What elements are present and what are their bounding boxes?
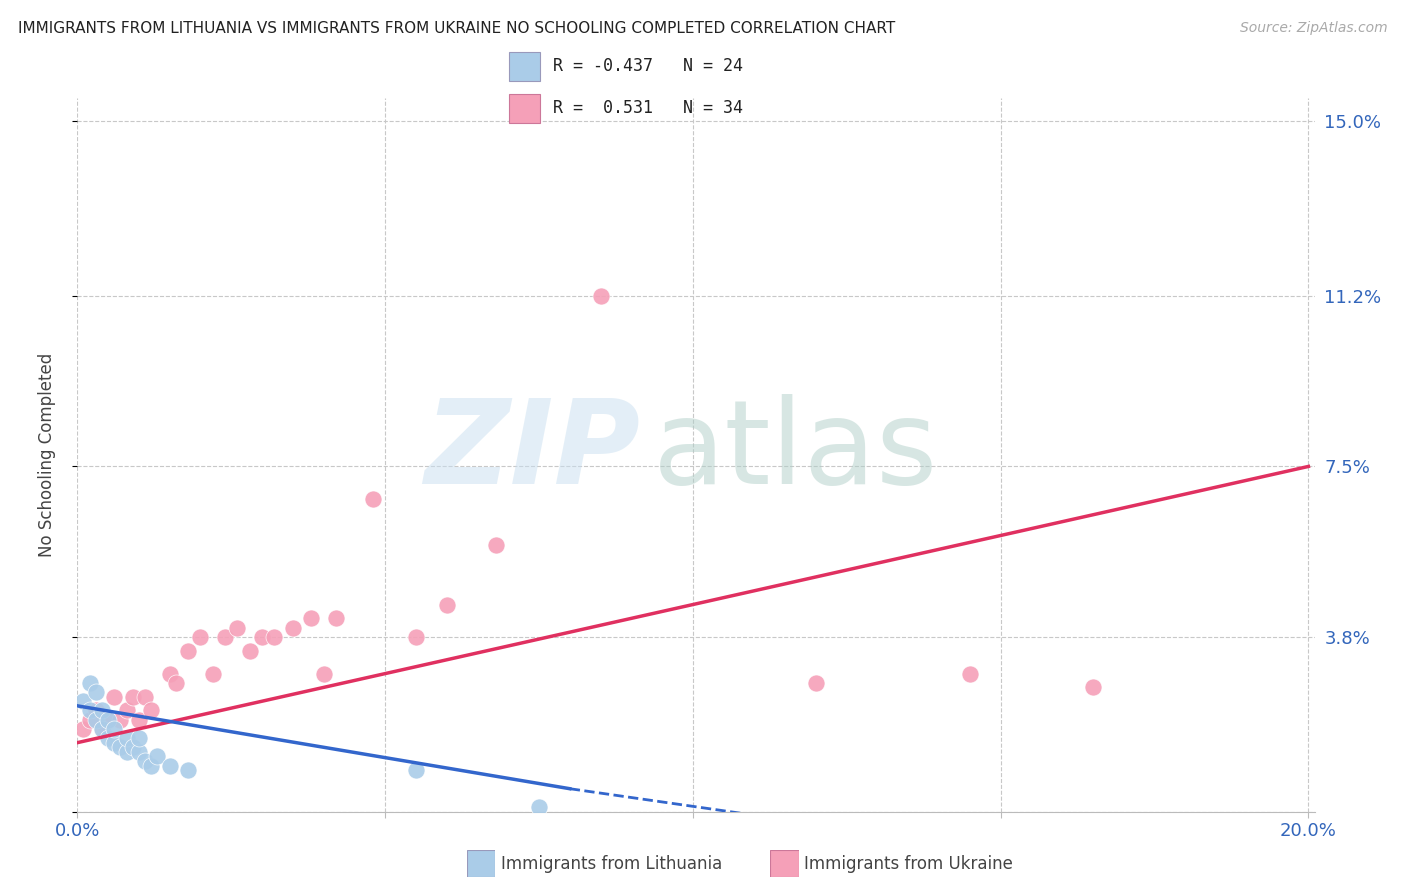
Text: Immigrants from Ukraine: Immigrants from Ukraine [804,855,1014,873]
Point [201,666,224,681]
FancyBboxPatch shape [467,850,495,877]
Point [159,758,181,772]
Point [177,764,200,778]
Point [527,800,550,814]
Point [250,630,273,644]
Point [190,630,212,644]
Point [115,731,138,745]
Text: atlas: atlas [652,394,938,508]
Point [72,722,94,736]
FancyBboxPatch shape [770,850,799,877]
Point [214,630,236,644]
Point [115,745,138,759]
Point [485,538,508,552]
Point [79,703,101,717]
Point [121,690,143,704]
Text: IMMIGRANTS FROM LITHUANIA VS IMMIGRANTS FROM UKRAINE NO SCHOOLING COMPLETED CORR: IMMIGRANTS FROM LITHUANIA VS IMMIGRANTS … [18,21,896,36]
Point [91,722,114,736]
Point [299,611,322,625]
Point [804,675,827,690]
Point [159,666,181,681]
Point [91,703,114,717]
Point [146,749,169,764]
Point [589,289,612,303]
Point [325,611,347,625]
Text: Source: ZipAtlas.com: Source: ZipAtlas.com [1240,21,1388,35]
Point [84,685,107,699]
Text: R =  0.531   N = 34: R = 0.531 N = 34 [553,99,742,118]
Text: Immigrants from Lithuania: Immigrants from Lithuania [501,855,721,873]
FancyBboxPatch shape [509,52,540,81]
Point [97,731,120,745]
Point [141,758,163,772]
Point [1081,681,1104,695]
Point [79,713,101,727]
Point [405,630,427,644]
Point [97,713,120,727]
Point [103,736,125,750]
Point [436,598,458,612]
Point [103,722,125,736]
Point [128,745,150,759]
Point [361,491,384,506]
Text: ZIP: ZIP [425,394,640,508]
Point [177,643,200,657]
Point [97,713,120,727]
Point [959,666,981,681]
Point [134,690,156,704]
Point [312,666,335,681]
Point [79,675,101,690]
Point [84,713,107,727]
Point [128,731,150,745]
Point [281,621,304,635]
FancyBboxPatch shape [509,94,540,123]
Point [103,690,125,704]
Y-axis label: No Schooling Completed: No Schooling Completed [38,353,56,557]
Text: R = -0.437   N = 24: R = -0.437 N = 24 [553,57,742,76]
Point [121,740,143,755]
Point [405,764,427,778]
Point [84,703,107,717]
Point [134,754,156,768]
Point [226,621,249,635]
Point [72,694,94,708]
Point [115,703,138,717]
Point [239,643,262,657]
Point [110,740,132,755]
Point [141,703,163,717]
Point [128,713,150,727]
Point [110,713,132,727]
Point [91,722,114,736]
Point [263,630,285,644]
Point [165,675,187,690]
